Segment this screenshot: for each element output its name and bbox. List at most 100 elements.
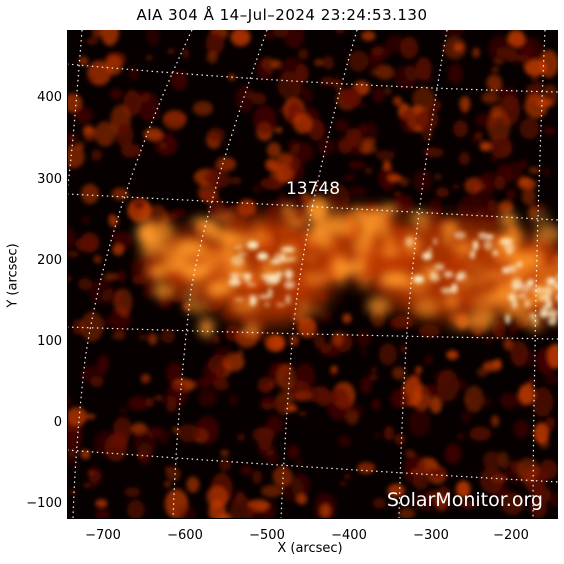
hot-kernel [228,278,242,287]
network-cell [361,30,376,41]
network-cell [356,330,372,347]
network-cell [86,37,99,45]
network-cell [290,141,314,163]
network-cell [437,369,460,402]
network-cell [483,450,501,471]
network-cell [237,433,246,441]
plage-patch [379,247,401,257]
grid-longitude-line [172,30,268,519]
network-cell [528,167,541,174]
grid-latitude-line [67,63,558,93]
network-cell [230,30,251,47]
network-cell [92,30,103,38]
network-cell [104,272,118,281]
network-cell [237,199,256,217]
network-cell [127,396,149,411]
network-cell [67,276,71,281]
hot-kernel [285,294,291,305]
hot-kernel [258,294,270,299]
network-cell [539,468,549,481]
y-axis-label: Y (arcsec) [5,243,21,308]
network-cell [360,376,372,394]
network-cell [170,70,188,91]
plage-patch [444,292,459,310]
hot-kernel [486,234,494,240]
plage-patch [355,207,365,230]
network-cell [398,507,416,519]
network-cell [235,85,255,113]
hot-kernel [472,240,479,251]
plage-patch [538,266,558,278]
plage-patch [158,283,168,301]
network-cell [416,108,439,131]
network-cell [83,125,96,142]
network-cell [220,449,229,457]
network-cell [93,255,102,264]
network-cell [74,106,93,124]
hot-kernel [556,311,558,314]
network-cell [488,35,510,63]
hot-kernel [247,240,259,250]
x-tick-label: −600 [167,528,203,543]
plage-patch [334,257,351,264]
network-cell [126,499,145,519]
plage-patch [510,252,536,267]
plage-patch [382,204,398,215]
network-cell [293,113,313,134]
network-cell [543,126,556,135]
heliographic-grid [67,30,558,519]
network-cell [543,168,550,177]
network-cell [95,509,110,519]
network-cell [138,451,149,465]
plage-patch [471,294,491,309]
network-cell [206,127,226,142]
network-cell [113,416,132,441]
network-cell [296,493,308,505]
network-cell [343,473,352,480]
network-cell [479,467,504,494]
plage-patch [375,227,391,240]
network-cell [412,86,435,112]
network-cell [357,462,376,474]
network-cell [252,185,261,194]
network-cell [393,194,414,213]
network-cell [461,410,471,424]
network-cell [547,343,558,369]
hot-kernel [524,299,531,308]
plage-patch [285,219,307,227]
network-cell [534,81,543,94]
hot-kernel [231,255,245,266]
network-cell [75,236,98,252]
x-tick-label: −400 [331,528,367,543]
network-cell [256,426,273,451]
network-cell [251,92,267,105]
plage-patch [198,318,215,338]
network-cell [425,75,433,82]
network-cell [143,128,163,141]
plage-patch [356,255,365,273]
network-cell [275,127,283,133]
network-cell [320,343,341,357]
hot-kernel [275,303,286,307]
network-cell [154,133,178,156]
network-cell [265,449,279,464]
network-cell [487,109,511,144]
network-cell [289,158,301,172]
network-cell [327,184,350,214]
network-cell [458,151,471,166]
plage-patch [459,280,469,290]
network-cell [155,395,162,400]
network-cell [79,56,89,66]
network-cell [446,350,459,360]
plage-patch [305,253,317,262]
plage-patch [210,228,223,241]
network-cell [443,36,467,60]
network-cell [418,324,441,338]
network-cell [89,470,102,485]
network-cell [257,376,275,394]
network-cell [67,397,71,406]
plage-patch [186,283,202,294]
network-cell [247,506,255,515]
network-cell [469,426,492,441]
network-cell [543,373,558,385]
